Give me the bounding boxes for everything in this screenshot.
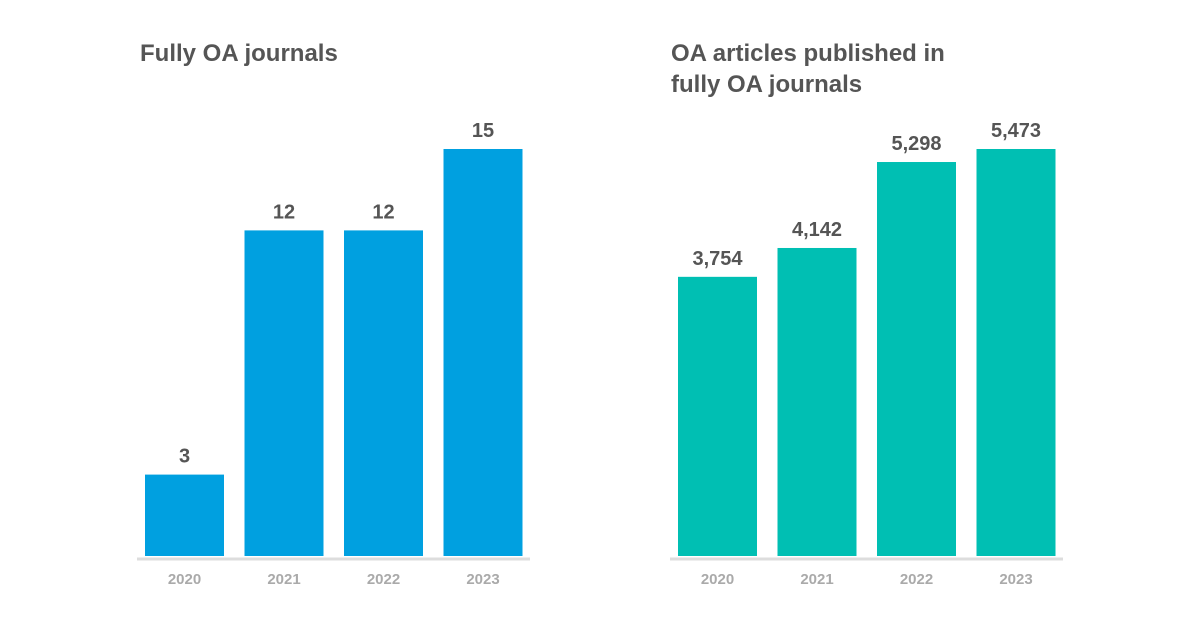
bar-2023 (976, 149, 1056, 556)
x-tick-label-2020: 2020 (701, 571, 734, 588)
x-tick-label-2022: 2022 (900, 571, 933, 588)
bar-2021 (244, 230, 324, 556)
data-label-2022: 5,298 (891, 133, 941, 155)
x-tick-label-2023: 2023 (999, 571, 1032, 588)
chart-title-articles: OA articles published in fully OA journa… (671, 40, 945, 98)
x-tick-label-2023: 2023 (466, 571, 499, 588)
bar-2022 (877, 162, 956, 556)
bar-2021 (777, 247, 857, 556)
x-tick-label-2020: 2020 (168, 571, 201, 588)
bar-2020 (678, 276, 757, 556)
data-label-2020: 3,754 (692, 248, 743, 270)
data-label-2022: 12 (372, 201, 394, 223)
x-tick-label-2021: 2021 (267, 571, 300, 588)
data-label-2023: 5,473 (991, 120, 1041, 142)
data-label-2021: 12 (273, 201, 295, 223)
bar-2020 (145, 474, 224, 556)
x-tick-label-2021: 2021 (800, 571, 833, 588)
data-label-2023: 15 (472, 120, 494, 142)
data-label-2021: 4,142 (792, 219, 842, 241)
bar-2022 (344, 230, 423, 556)
data-label-2020: 3 (179, 446, 190, 468)
x-tick-label-2022: 2022 (367, 571, 400, 588)
bar-2023 (443, 149, 523, 556)
chart-title-journals: Fully OA journals (140, 40, 338, 67)
